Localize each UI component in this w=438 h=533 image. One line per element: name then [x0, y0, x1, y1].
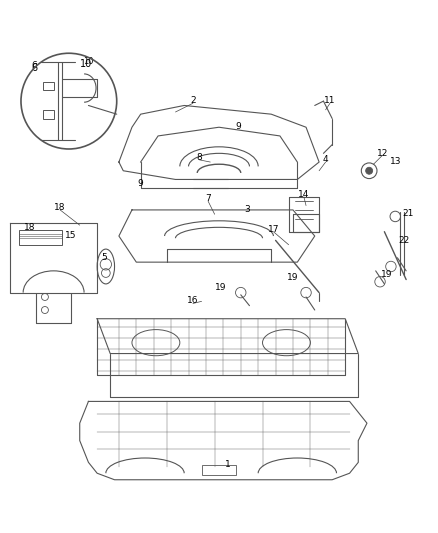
Text: 1: 1 — [225, 459, 230, 469]
Text: 19: 19 — [215, 284, 227, 293]
Text: 22: 22 — [398, 236, 410, 245]
Text: 10: 10 — [83, 57, 94, 66]
Text: 13: 13 — [389, 157, 401, 166]
Circle shape — [366, 167, 373, 174]
Text: 12: 12 — [377, 149, 388, 158]
Text: 3: 3 — [244, 205, 250, 214]
Text: 4: 4 — [323, 155, 328, 164]
Text: 15: 15 — [65, 231, 77, 240]
Text: 6: 6 — [31, 61, 37, 70]
Text: 5: 5 — [101, 253, 106, 262]
Text: 11: 11 — [324, 96, 336, 106]
Text: 6: 6 — [31, 63, 37, 74]
Text: 21: 21 — [403, 209, 414, 219]
Text: 18: 18 — [54, 203, 66, 212]
Text: 8: 8 — [197, 153, 202, 162]
Text: 10: 10 — [80, 59, 92, 69]
Text: 2: 2 — [190, 96, 196, 106]
Text: 19: 19 — [287, 272, 299, 281]
Text: 9: 9 — [138, 179, 144, 188]
Text: 7: 7 — [205, 194, 211, 203]
Text: 9: 9 — [236, 123, 241, 132]
Text: 14: 14 — [298, 190, 310, 199]
Text: 18: 18 — [24, 222, 35, 231]
Text: 16: 16 — [187, 296, 199, 305]
Text: 17: 17 — [268, 225, 279, 233]
Text: 19: 19 — [381, 270, 392, 279]
